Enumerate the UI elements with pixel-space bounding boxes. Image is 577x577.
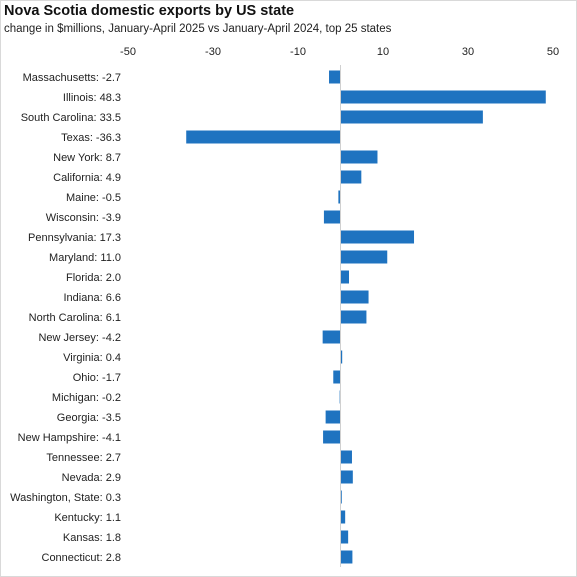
bar xyxy=(186,130,341,144)
bar xyxy=(325,410,341,424)
bar xyxy=(340,450,352,464)
category-label: New Hampshire: -4.1 xyxy=(18,432,121,444)
category-label: Maine: -0.5 xyxy=(66,192,121,204)
bar xyxy=(340,170,362,184)
category-label: North Carolina: 6.1 xyxy=(29,312,121,324)
bar xyxy=(340,470,353,484)
bar xyxy=(340,90,546,104)
chart-subtitle: change in $millions, January-April 2025 … xyxy=(4,23,392,35)
bar xyxy=(322,330,341,344)
bar xyxy=(340,310,367,324)
category-label: Tennessee: 2.7 xyxy=(46,452,121,464)
category-labels: Massachusetts: -2.7 Illinois: 48.3 South C… xyxy=(10,72,121,564)
bar xyxy=(340,550,353,564)
category-label: Kansas: 1.8 xyxy=(63,532,121,544)
x-tick-label: -10 xyxy=(290,46,306,58)
bar xyxy=(340,350,343,364)
category-label: Washington, State: 0.3 xyxy=(10,492,121,504)
category-label: Connecticut: 2.8 xyxy=(42,552,122,564)
bar xyxy=(340,530,349,544)
category-label: New Jersey: -4.2 xyxy=(38,332,121,344)
category-label: Kentucky: 1.1 xyxy=(54,512,121,524)
category-label: Virginia: 0.4 xyxy=(63,352,121,364)
chart-title: Nova Scotia domestic exports by US state xyxy=(4,3,295,19)
x-tick-label: -50 xyxy=(120,46,136,58)
category-label: Indiana: 6.6 xyxy=(64,292,122,304)
x-tick-label: 30 xyxy=(462,46,474,58)
category-label: Massachusetts: -2.7 xyxy=(23,72,121,84)
x-axis-ticks: -50 -30 -10 10 30 50 xyxy=(120,46,559,58)
bar xyxy=(340,150,378,164)
category-label: Pennsylvania: 17.3 xyxy=(28,232,121,244)
bar xyxy=(323,430,341,444)
bar xyxy=(323,210,341,224)
bar xyxy=(329,70,341,84)
category-label: California: 4.9 xyxy=(53,172,121,184)
category-label: Ohio: -1.7 xyxy=(73,372,121,384)
bar xyxy=(340,510,346,524)
category-label: Nevada: 2.9 xyxy=(62,472,121,484)
category-label: Wisconsin: -3.9 xyxy=(46,212,121,224)
bar xyxy=(338,190,341,204)
bar xyxy=(340,270,349,284)
bar xyxy=(333,370,341,384)
category-label: Florida: 2.0 xyxy=(66,272,121,284)
x-tick-label: 50 xyxy=(547,46,559,58)
bars xyxy=(186,70,546,564)
category-label: Georgia: -3.5 xyxy=(57,412,121,424)
category-label: Maryland: 11.0 xyxy=(49,252,121,264)
category-label: New York: 8.7 xyxy=(53,152,121,164)
bar xyxy=(340,110,483,124)
category-label: Illinois: 48.3 xyxy=(63,92,121,104)
bar xyxy=(340,230,415,244)
bar xyxy=(340,290,369,304)
category-label: Michigan: -0.2 xyxy=(52,392,121,404)
bar xyxy=(340,250,388,264)
category-label: Texas: -36.3 xyxy=(61,132,121,144)
x-tick-label: -30 xyxy=(205,46,221,58)
x-tick-label: 10 xyxy=(377,46,389,58)
category-label: South Carolina: 33.5 xyxy=(21,112,121,124)
bar xyxy=(340,490,342,504)
